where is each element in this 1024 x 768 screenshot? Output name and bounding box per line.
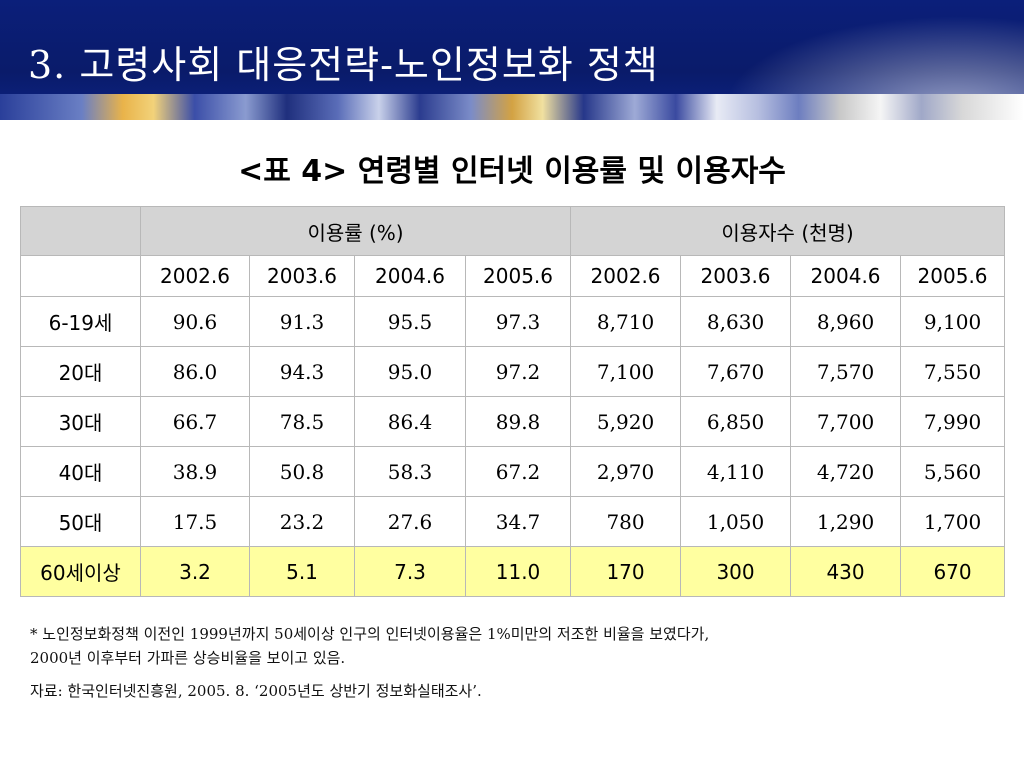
table-row: 6-19세 90.6 91.3 95.5 97.3 8,710 8,630 8,… — [20, 296, 1006, 347]
source-note: 자료: 한국인터넷진흥원, 2005. 8. ‘2005년도 상반기 정보화실태… — [30, 682, 482, 700]
table-year-header-row: 2002.6 2003.6 2004.6 2005.6 2002.6 2003.… — [20, 255, 1006, 297]
header-image-strip — [0, 94, 1024, 120]
footnote-line: * 노인정보화정책 이전인 1999년까지 50세이상 인구의 인터넷이용율은 … — [30, 625, 710, 643]
table-cell: 5.1 — [249, 546, 355, 597]
table-cell: 2,970 — [570, 446, 682, 497]
table-row: 40대 38.9 50.8 58.3 67.2 2,970 4,110 4,72… — [20, 446, 1006, 497]
row-label: 40대 — [20, 446, 141, 497]
table-cell: 95.5 — [354, 296, 466, 347]
table-cell: 9,100 — [900, 296, 1006, 347]
table-cell: 67.2 — [464, 446, 572, 497]
row-label: 50대 — [20, 496, 141, 547]
table-cell: 7,670 — [680, 346, 792, 397]
table-cell: 780 — [570, 496, 682, 547]
table-cell: 1,290 — [790, 496, 902, 547]
table-cell: 300 — [680, 546, 792, 597]
table-cell: 91.3 — [249, 296, 355, 347]
group-header-usage-rate: 이용률 (%) — [139, 206, 572, 256]
year-header: 2003.6 — [680, 255, 792, 297]
table-corner-cell — [20, 255, 141, 297]
table-cell: 7,570 — [790, 346, 902, 397]
table-cell: 1,700 — [900, 496, 1006, 547]
table-cell: 94.3 — [249, 346, 355, 397]
table-cell: 17.5 — [140, 496, 250, 547]
table-cell: 7.3 — [354, 546, 466, 597]
table-cell: 7,550 — [900, 346, 1006, 397]
table-title: <표 4> 연령별 인터넷 이용률 및 이용자수 — [238, 154, 786, 189]
year-header: 2002.6 — [570, 255, 682, 297]
table-cell: 7,700 — [790, 396, 902, 447]
table-cell: 95.0 — [354, 346, 466, 397]
table-cell: 5,920 — [570, 396, 682, 447]
group-header-user-count: 이용자수 (천명) — [570, 206, 1006, 256]
year-header: 2004.6 — [790, 255, 902, 297]
table-cell: 4,720 — [790, 446, 902, 497]
row-label: 20대 — [20, 346, 141, 397]
table-cell: 430 — [790, 546, 902, 597]
footnote-line: 2000년 이후부터 가파른 상승비율을 보이고 있음. — [30, 649, 346, 667]
table-row: 20대 86.0 94.3 95.0 97.2 7,100 7,670 7,57… — [20, 346, 1006, 397]
internet-usage-table: 이용률 (%) 이용자수 (천명) 2002.6 2003.6 2004.6 2… — [20, 206, 1006, 597]
slide-header: 3. 고령사회 대응전략-노인정보화 정책 — [0, 0, 1024, 120]
year-header: 2005.6 — [464, 255, 572, 297]
row-label: 30대 — [20, 396, 141, 447]
table-cell: 78.5 — [249, 396, 355, 447]
year-header: 2004.6 — [354, 255, 466, 297]
table-corner-cell — [20, 206, 141, 256]
table-cell: 66.7 — [140, 396, 250, 447]
table-cell: 4,110 — [680, 446, 792, 497]
year-header: 2002.6 — [140, 255, 250, 297]
table-cell: 58.3 — [354, 446, 466, 497]
table-group-header-row: 이용률 (%) 이용자수 (천명) — [20, 206, 1006, 256]
table-cell: 38.9 — [140, 446, 250, 497]
row-label: 6-19세 — [20, 296, 141, 347]
table-cell: 89.8 — [464, 396, 572, 447]
table-cell: 90.6 — [140, 296, 250, 347]
table-cell: 3.2 — [140, 546, 250, 597]
table-cell: 1,050 — [680, 496, 792, 547]
table-cell: 5,560 — [900, 446, 1006, 497]
table-cell: 27.6 — [354, 496, 466, 547]
table-cell: 170 — [570, 546, 682, 597]
table-cell: 6,850 — [680, 396, 792, 447]
table-cell: 23.2 — [249, 496, 355, 547]
table-cell: 8,630 — [680, 296, 792, 347]
slide-title: 3. 고령사회 대응전략-노인정보화 정책 — [28, 43, 659, 87]
year-header: 2003.6 — [249, 255, 355, 297]
table-cell: 86.0 — [140, 346, 250, 397]
table-row: 50대 17.5 23.2 27.6 34.7 780 1,050 1,290 … — [20, 496, 1006, 547]
footnote: * 노인정보화정책 이전인 1999년까지 50세이상 인구의 인터넷이용율은 … — [30, 622, 1000, 670]
table-cell: 11.0 — [464, 546, 572, 597]
table-row: 30대 66.7 78.5 86.4 89.8 5,920 6,850 7,70… — [20, 396, 1006, 447]
row-label: 60세이상 — [20, 546, 141, 597]
table-cell: 86.4 — [354, 396, 466, 447]
table-cell: 7,990 — [900, 396, 1006, 447]
table-cell: 670 — [900, 546, 1006, 597]
table-cell: 8,960 — [790, 296, 902, 347]
table-cell: 97.3 — [464, 296, 572, 347]
table-cell: 50.8 — [249, 446, 355, 497]
table-cell: 34.7 — [464, 496, 572, 547]
table-cell: 7,100 — [570, 346, 682, 397]
table-cell: 8,710 — [570, 296, 682, 347]
year-header: 2005.6 — [900, 255, 1006, 297]
table-row-highlighted: 60세이상 3.2 5.1 7.3 11.0 170 300 430 670 — [20, 546, 1006, 597]
table-cell: 97.2 — [464, 346, 572, 397]
